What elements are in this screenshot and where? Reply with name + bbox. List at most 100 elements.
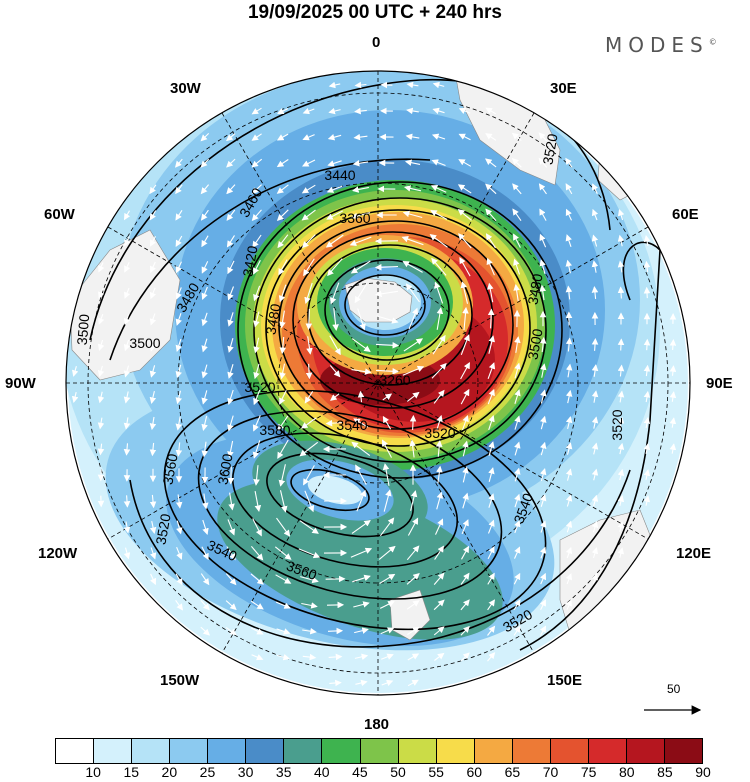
wind-arrow — [329, 335, 341, 356]
wind-arrow — [149, 365, 157, 378]
colorbar-labels: 10 15 20 25 30 35 40 45 50 55 60 65 70 75 80 85 90 — [55, 764, 710, 782]
wind-arrow — [432, 334, 446, 355]
wind-arrow — [175, 287, 182, 300]
colorbar-swatch — [322, 739, 361, 763]
wind-arrow — [460, 362, 470, 380]
wind-arrow — [433, 572, 445, 585]
wind-arrow — [514, 389, 521, 404]
wind-arrow — [200, 573, 210, 586]
contour-label: 3500 — [524, 327, 545, 361]
lon-label-30w: 30W — [170, 80, 201, 97]
wind-arrow — [540, 363, 547, 378]
wind-arrow — [591, 390, 599, 403]
wind-arrow — [539, 259, 546, 274]
wind-arrow — [200, 133, 210, 142]
wind-arrows — [71, 81, 677, 687]
wind-arrow — [175, 313, 182, 326]
wind-arrow — [226, 158, 236, 168]
contour-label: 3520 — [609, 409, 625, 440]
lon-label-180: 180 — [364, 716, 390, 733]
wind-arrow — [565, 208, 572, 221]
colorbar-swatch — [550, 739, 589, 763]
wind-arrow — [299, 520, 319, 534]
wind-arrow — [375, 290, 398, 298]
wind-arrow — [279, 389, 287, 405]
wind-arrow — [432, 107, 445, 115]
wind-arrow — [514, 415, 521, 430]
wind-arrow — [407, 517, 419, 536]
wind-arrow — [279, 310, 286, 329]
wind-arrow — [357, 390, 365, 403]
wind-arrow — [276, 209, 289, 221]
wind-arrow — [513, 546, 521, 559]
wind-arrow — [201, 364, 208, 379]
wind-arrow — [226, 235, 235, 248]
wind-arrow — [175, 416, 183, 431]
wind-arrow — [98, 288, 105, 299]
colorbar-swatch — [208, 739, 247, 763]
wind-arrow — [434, 545, 445, 560]
wind-arrow — [462, 492, 469, 509]
wind-arrow — [374, 263, 399, 271]
wind-arrow — [434, 281, 444, 304]
wind-arrow — [669, 391, 677, 402]
colorbar-swatch — [512, 739, 551, 763]
colorbar-tick-label: 20 — [161, 764, 178, 780]
wind-arrow — [539, 284, 547, 301]
wind-arrow — [226, 209, 236, 221]
wind-arrow — [175, 210, 183, 221]
wind-arrow — [227, 466, 235, 485]
wind-arrow — [539, 599, 546, 611]
wind-arrow — [328, 653, 343, 661]
wind-arrow — [251, 158, 263, 168]
colorbar-swatch — [170, 739, 209, 763]
wind-arrow — [431, 133, 446, 140]
wind-arrow — [486, 257, 495, 276]
wind-arrow — [201, 415, 208, 431]
colorbar — [55, 738, 703, 764]
wind-arrow — [124, 287, 131, 299]
lon-label-30e: 30E — [550, 80, 577, 97]
wind-arrow — [201, 546, 209, 561]
wind-arrow — [429, 234, 448, 248]
wind-arrow — [225, 600, 237, 611]
wind-arrow — [225, 626, 237, 636]
wind-arrow — [301, 209, 316, 221]
wind-arrow — [278, 284, 287, 303]
chart-title: 19/09/2025 00 UTC + 240 hrs — [247, 2, 503, 23]
wind-arrow — [485, 158, 497, 168]
wind-arrow — [565, 234, 572, 247]
wind-arrow — [409, 439, 416, 458]
wind-arrow — [149, 210, 157, 221]
wind-arrow — [460, 388, 470, 405]
wind-arrow — [401, 236, 424, 246]
lon-label-90e: 90E — [706, 375, 733, 392]
wind-arrow — [402, 210, 423, 219]
wind-arrow — [251, 107, 262, 115]
wind-arrow — [408, 307, 419, 330]
wind-arrow — [460, 572, 470, 585]
wind-arrow — [406, 600, 420, 610]
wind-arrow — [485, 233, 496, 249]
lon-label-150w: 150W — [160, 672, 200, 689]
contour-label: 3540 — [336, 417, 367, 433]
wind-arrow — [123, 417, 131, 430]
wind-arrow — [436, 414, 443, 431]
wind-arrow — [379, 573, 396, 584]
contour-label: 3480 — [262, 302, 283, 336]
wind-arrow — [123, 547, 131, 560]
wind-arrow — [460, 652, 470, 662]
lon-label-150e: 150E — [547, 672, 583, 689]
wind-arrow — [276, 184, 289, 194]
wind-arrow — [200, 184, 210, 195]
wind-arrow — [275, 601, 291, 609]
wind-arrow — [123, 495, 131, 508]
contour-label: 3520 — [539, 132, 560, 166]
wind-arrow — [200, 158, 210, 168]
wind-arrow — [149, 494, 157, 509]
wind-arrow — [461, 545, 470, 560]
wind-arrow — [150, 261, 156, 273]
wind-arrow — [513, 625, 521, 636]
wind-arrow — [325, 234, 344, 248]
wind-arrow — [462, 440, 469, 457]
